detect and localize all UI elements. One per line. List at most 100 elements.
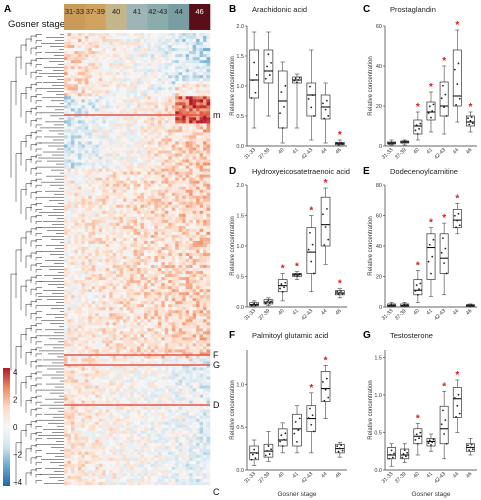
heatmap-cell: [105, 156, 110, 160]
heatmap-cell: [147, 252, 152, 257]
heatmap-cell: [123, 114, 127, 118]
heatmap-cell: [126, 156, 131, 160]
heatmap-cell: [64, 156, 68, 160]
heatmap-cell: [130, 123, 134, 127]
heatmap-cell: [88, 159, 93, 163]
heatmap-cell: [77, 255, 82, 260]
heatmap-cell: [175, 147, 179, 151]
heatmap-cell: [154, 298, 159, 302]
heatmap-cell: [189, 108, 193, 112]
heatmap-cell: [95, 189, 100, 193]
heatmap-cell: [112, 153, 117, 157]
heatmap-cell: [178, 277, 183, 281]
heatmap-row: [64, 123, 211, 127]
heatmap-cell: [147, 246, 152, 251]
heatmap-cell: [109, 42, 113, 46]
heatmap-cell: [168, 234, 173, 239]
heatmap-cell: [109, 298, 113, 302]
heatmap-cell: [175, 316, 179, 320]
heatmap-cell: [157, 87, 162, 91]
heatmap-cell: [77, 96, 82, 100]
heatmap-cell: [175, 66, 179, 70]
heatmap-row: [64, 343, 211, 347]
heatmap-cell: [161, 328, 166, 332]
heatmap-cell: [192, 301, 197, 305]
heatmap-cell: [116, 48, 120, 52]
heatmap-cell: [175, 252, 179, 257]
heatmap-cell: [112, 138, 117, 142]
heatmap-cell: [178, 117, 183, 121]
heatmap-cell: [81, 201, 86, 206]
heatmap-cell: [112, 84, 117, 88]
heatmap-cell: [199, 39, 204, 43]
heatmap-cell: [161, 246, 166, 251]
heatmap-cell: [140, 292, 145, 296]
heatmap-cell: [192, 186, 197, 190]
heatmap-cell: [150, 322, 155, 326]
heatmap-cell: [185, 337, 190, 341]
heatmap-cell: [189, 75, 193, 79]
heatmap-cell: [189, 259, 193, 263]
heatmap-cell: [81, 189, 86, 193]
heatmap-cell: [164, 295, 169, 299]
heatmap-row: [64, 102, 211, 106]
heatmap-cell: [168, 162, 173, 166]
heatmap-cell: [203, 153, 207, 157]
heatmap-cell: [123, 328, 127, 332]
heatmap-cell: [102, 322, 106, 326]
heatmap-cell: [178, 334, 183, 338]
heatmap-cell: [206, 45, 211, 49]
heatmap-cell: [171, 249, 176, 254]
heatmap-cell: [164, 96, 169, 100]
heatmap-cell: [109, 265, 113, 269]
heatmap-cell: [109, 346, 113, 350]
heatmap-cell: [77, 102, 82, 106]
heatmap-cell: [154, 42, 159, 46]
heatmap-cell: [161, 346, 166, 350]
heatmap-cell: [64, 153, 68, 157]
heatmap-cell: [206, 274, 211, 278]
heatmap-cell: [77, 51, 82, 55]
heatmap-cell: [64, 271, 68, 275]
heatmap-cell: [161, 111, 166, 115]
heatmap-cell: [189, 126, 193, 130]
heatmap-cell: [105, 33, 110, 37]
heatmap-cell: [168, 307, 173, 311]
heatmap-cell: [150, 289, 155, 293]
heatmap-cell: [81, 96, 86, 100]
heatmap-cell: [116, 162, 120, 166]
heatmap-cell: [102, 225, 106, 230]
heatmap-cell: [81, 231, 86, 236]
heatmap-cell: [133, 337, 138, 341]
heatmap-cell: [130, 114, 134, 118]
heatmap-cell: [109, 210, 113, 215]
heatmap-cell: [102, 304, 106, 308]
heatmap-cell: [77, 129, 82, 133]
heatmap-cell: [154, 222, 159, 227]
heatmap-cell: [143, 84, 148, 88]
heatmap-cell: [137, 39, 141, 43]
heatmap-cell: [168, 126, 173, 130]
heatmap-cell: [199, 144, 204, 148]
heatmap-cell: [95, 147, 100, 151]
heatmap-cell: [189, 111, 193, 115]
heatmap-cell: [185, 243, 190, 248]
heatmap-cell: [102, 204, 106, 209]
heatmap-cell: [102, 210, 106, 215]
heatmap-cell: [199, 286, 204, 290]
heatmap-cell: [91, 132, 96, 136]
heatmap-cell: [203, 54, 207, 58]
heatmap-cell: [192, 283, 197, 287]
heatmap-cell: [206, 201, 211, 206]
heatmap-cell: [64, 66, 68, 70]
heatmap-cell: [175, 63, 179, 67]
heatmap-cell: [143, 274, 148, 278]
heatmap-cell: [182, 283, 186, 287]
heatmap-row: [64, 198, 211, 202]
heatmap-cell: [67, 268, 72, 272]
heatmap-cell: [119, 156, 124, 160]
heatmap-cell: [102, 63, 106, 67]
heatmap-cell: [203, 252, 207, 257]
heatmap-cell: [64, 48, 68, 52]
heatmap-cell: [157, 328, 162, 332]
